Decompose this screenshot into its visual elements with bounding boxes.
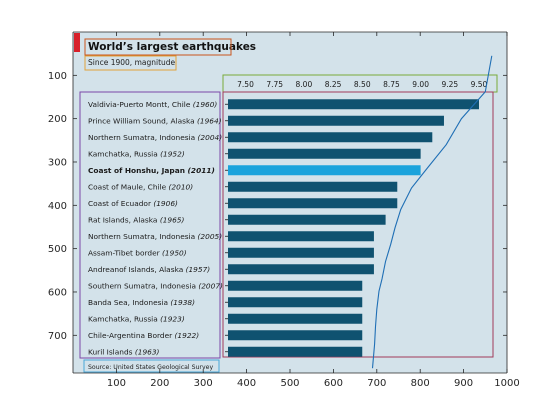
y-tick-label: 400 (48, 201, 67, 212)
top-axis-ticks: 7.50 7.75 8.00 8.25 8.50 8.75 9.00 9.25 9.50 (237, 80, 487, 89)
category-year: (1965) (160, 215, 185, 224)
bar (228, 231, 374, 241)
category-place: Assam-Tibet border (88, 248, 162, 257)
magnitude-tick-label: 8.50 (354, 80, 371, 89)
category-place: Rat Islands, Alaska (88, 215, 160, 224)
y-tick-label: 300 (48, 157, 67, 168)
category-label: Chile-Argentina Border (1922) (88, 331, 199, 340)
magnitude-tick-label: 9.00 (412, 80, 429, 89)
category-place: Northern Sumatra, Indonesia (88, 133, 198, 142)
category-place: Coast of Honshu, Japan (88, 166, 188, 175)
bar (228, 182, 397, 192)
bar (228, 248, 374, 258)
category-place: Andreanof Islands, Alaska (88, 265, 186, 274)
category-place: Chile-Argentina Border (88, 331, 175, 340)
category-year: (1964) (197, 116, 222, 125)
x-tick-label: 200 (150, 378, 169, 389)
bar-highlight (228, 165, 421, 175)
category-place: Banda Sea, Indonesia (88, 298, 170, 307)
category-place: Coast of Maule, Chile (88, 182, 169, 191)
category-year: (1960) (193, 100, 218, 109)
category-place: Coast of Ecuador (88, 199, 153, 208)
bar (228, 132, 432, 142)
x-tick-label: 100 (107, 378, 126, 389)
category-place: Prince William Sound, Alaska (88, 116, 197, 125)
category-year: (2010) (169, 182, 194, 191)
category-year: (1952) (160, 149, 185, 158)
bar (228, 215, 386, 225)
magnitude-tick-label: 8.00 (296, 80, 313, 89)
y-tick-label: 200 (48, 114, 67, 125)
category-label: Northern Sumatra, Indonesia (2004) (88, 133, 222, 142)
x-tick-label: 400 (237, 378, 256, 389)
category-label: Coast of Honshu, Japan (2011) (88, 166, 215, 175)
category-year: (1923) (160, 314, 185, 323)
category-label: Kuril Islands (1963) (88, 347, 160, 356)
category-place: Northern Sumatra, Indonesia (88, 232, 198, 241)
x-tick-label: 500 (280, 378, 299, 389)
category-year: (2011) (188, 166, 215, 175)
x-tick-label: 1000 (494, 378, 519, 389)
category-label: Coast of Maule, Chile (2010) (88, 182, 193, 191)
category-label: Assam-Tibet border (1950) (88, 248, 187, 257)
magnitude-tick-label: 8.75 (383, 80, 400, 89)
category-year: (1906) (153, 199, 178, 208)
category-label: Banda Sea, Indonesia (1938) (88, 298, 195, 307)
category-place: Valdivia-Puerto Montt, Chile (88, 100, 193, 109)
magnitude-tick-label: 7.75 (266, 80, 283, 89)
bar (228, 314, 362, 324)
magnitude-tick-label: 9.50 (471, 80, 488, 89)
bar (228, 297, 362, 307)
category-year: (1938) (170, 298, 195, 307)
category-label: Kamchatka, Russia (1923) (88, 314, 185, 323)
bar (228, 149, 421, 159)
category-place: Kamchatka, Russia (88, 149, 160, 158)
magnitude-tick-label: 7.50 (237, 80, 254, 89)
source-note: Source: United States Geological Survey (88, 364, 213, 371)
bar (228, 281, 362, 291)
category-label: Rat Islands, Alaska (1965) (88, 215, 185, 224)
bar (228, 264, 374, 274)
category-year: (1963) (135, 347, 160, 356)
category-label: Prince William Sound, Alaska (1964) (88, 116, 222, 125)
category-year: (2004) (198, 133, 223, 142)
category-year: (1922) (175, 331, 200, 340)
x-tick-label: 700 (367, 378, 386, 389)
bar (228, 99, 479, 109)
category-year: (2007) (198, 281, 223, 290)
y-tick-label: 600 (48, 287, 67, 298)
x-tick-label: 900 (454, 378, 473, 389)
category-label: Coast of Ecuador (1906) (88, 199, 178, 208)
y-tick-label: 700 (48, 331, 67, 342)
category-year: (1957) (186, 265, 211, 274)
magnitude-tick-label: 8.25 (325, 80, 342, 89)
category-label: Valdivia-Puerto Montt, Chile (1960) (88, 100, 217, 109)
x-tick-label: 300 (194, 378, 213, 389)
y-tick-label: 500 (48, 244, 67, 255)
category-label: Andreanof Islands, Alaska (1957) (88, 265, 210, 274)
category-place: Kuril Islands (88, 347, 135, 356)
bar (228, 330, 362, 340)
magnitude-tick-label: 9.25 (441, 80, 458, 89)
bar (228, 116, 444, 126)
category-label: Kamchatka, Russia (1952) (88, 149, 185, 158)
x-tick-label: 800 (411, 378, 430, 389)
category-place: Southern Sumatra, Indonesia (88, 281, 198, 290)
category-place: Kamchatka, Russia (88, 314, 160, 323)
category-label: Southern Sumatra, Indonesia (2007) (88, 281, 223, 290)
category-year: (2005) (198, 232, 223, 241)
x-tick-label: 600 (324, 378, 343, 389)
bar (228, 198, 397, 208)
bar (228, 347, 362, 357)
category-year: (1950) (162, 248, 187, 257)
red-tab (74, 33, 80, 52)
chart-subtitle: Since 1900, magnitude (88, 58, 176, 67)
category-label: Northern Sumatra, Indonesia (2005) (88, 232, 222, 241)
y-tick-label: 100 (48, 71, 67, 82)
